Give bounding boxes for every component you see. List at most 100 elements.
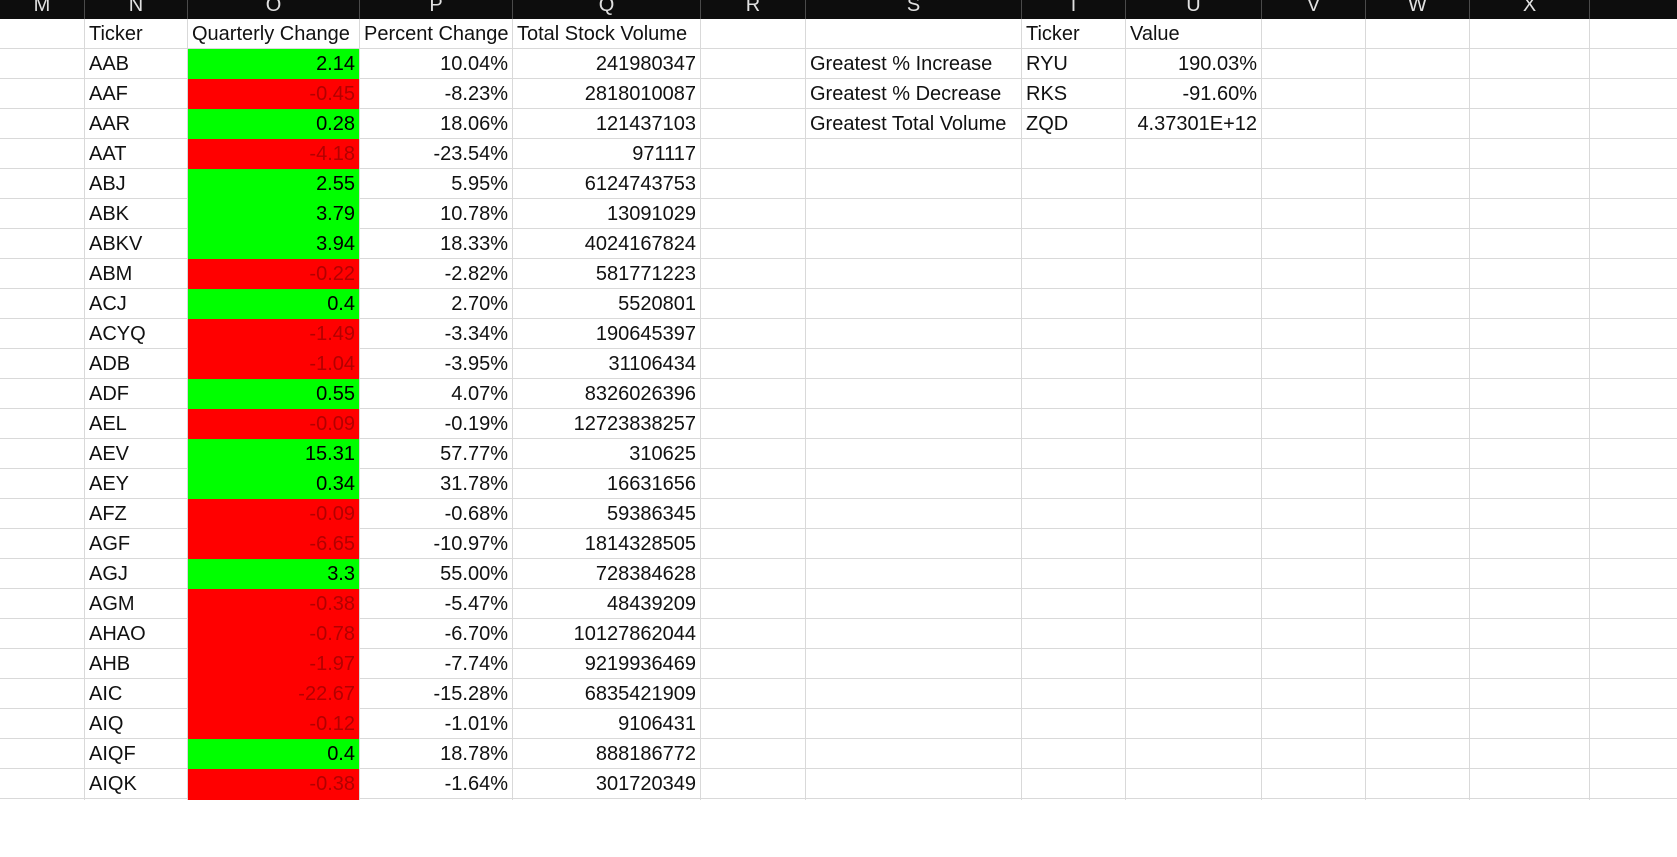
ticker-cell[interactable]: ABKV xyxy=(85,229,188,260)
empty-cell[interactable] xyxy=(0,319,85,350)
ticker-cell[interactable]: ACJ xyxy=(85,289,188,320)
empty-cell[interactable] xyxy=(1126,379,1262,410)
empty-cell[interactable] xyxy=(1366,49,1470,80)
empty-cell[interactable] xyxy=(806,499,1022,530)
ticker-cell[interactable]: ABM xyxy=(85,259,188,290)
ticker-cell[interactable]: AHAO xyxy=(85,619,188,650)
empty-cell[interactable] xyxy=(1366,379,1470,410)
column-title[interactable]: Percent Change xyxy=(360,19,513,50)
empty-cell[interactable] xyxy=(701,139,806,170)
empty-cell[interactable] xyxy=(1366,499,1470,530)
empty-cell[interactable] xyxy=(1262,589,1366,620)
empty-cell[interactable] xyxy=(1126,559,1262,590)
summary-ticker-header[interactable]: Ticker xyxy=(1022,19,1126,50)
empty-cell[interactable] xyxy=(1022,559,1126,590)
empty-cell[interactable] xyxy=(1470,409,1590,440)
summary-ticker-cell[interactable]: ZQD xyxy=(1022,109,1126,140)
empty-cell[interactable] xyxy=(0,559,85,590)
empty-cell[interactable] xyxy=(1470,139,1590,170)
percent-change-cell[interactable]: 2.70% xyxy=(360,289,513,320)
empty-cell[interactable] xyxy=(1262,259,1366,290)
summary-label-cell[interactable]: Greatest % Increase xyxy=(806,49,1022,80)
quarterly-change-cell[interactable]: 15.31 xyxy=(188,439,360,470)
quarterly-change-cell[interactable]: -0.78 xyxy=(188,619,360,650)
percent-change-cell[interactable]: 18.78% xyxy=(360,739,513,770)
empty-cell[interactable] xyxy=(806,349,1022,380)
ticker-cell[interactable]: ACYQ xyxy=(85,319,188,350)
empty-cell[interactable] xyxy=(1366,79,1470,110)
ticker-cell[interactable]: AAF xyxy=(85,79,188,110)
empty-cell[interactable] xyxy=(1470,739,1590,770)
empty-cell[interactable] xyxy=(1470,259,1590,290)
ticker-cell[interactable]: AIC xyxy=(85,679,188,710)
empty-cell[interactable] xyxy=(806,319,1022,350)
empty-cell[interactable] xyxy=(701,199,806,230)
ticker-cell[interactable]: AEV xyxy=(85,439,188,470)
empty-cell[interactable] xyxy=(701,409,806,440)
total-volume-cell[interactable]: 16631656 xyxy=(513,469,701,500)
empty-cell[interactable] xyxy=(1470,379,1590,410)
summary-value-cell[interactable]: 4.37301E+12 xyxy=(1126,109,1262,140)
empty-cell[interactable] xyxy=(806,679,1022,710)
total-volume-cell[interactable]: 48439209 xyxy=(513,589,701,620)
quarterly-change-cell[interactable]: 0.55 xyxy=(188,379,360,410)
empty-cell[interactable] xyxy=(1262,229,1366,260)
empty-cell[interactable] xyxy=(701,709,806,740)
empty-cell[interactable] xyxy=(0,49,85,80)
total-volume-cell[interactable]: 581771223 xyxy=(513,259,701,290)
empty-cell[interactable] xyxy=(1366,409,1470,440)
empty-cell[interactable] xyxy=(806,619,1022,650)
empty-cell[interactable] xyxy=(806,529,1022,560)
empty-cell[interactable] xyxy=(0,259,85,290)
empty-cell[interactable] xyxy=(1470,109,1590,140)
ticker-cell[interactable]: AIQK xyxy=(85,769,188,800)
empty-cell[interactable] xyxy=(1366,679,1470,710)
empty-cell[interactable] xyxy=(0,679,85,710)
empty-cell[interactable] xyxy=(0,709,85,740)
empty-cell[interactable] xyxy=(1366,19,1470,50)
column-header-q[interactable]: Q xyxy=(513,0,701,19)
ticker-cell[interactable]: AFZ xyxy=(85,499,188,530)
quarterly-change-cell[interactable]: -0.09 xyxy=(188,409,360,440)
empty-cell[interactable] xyxy=(1470,19,1590,50)
empty-cell[interactable] xyxy=(0,469,85,500)
total-volume-cell[interactable]: 59386345 xyxy=(513,499,701,530)
empty-cell[interactable] xyxy=(806,259,1022,290)
empty-cell[interactable] xyxy=(1262,769,1366,800)
quarterly-change-cell[interactable]: 2.55 xyxy=(188,169,360,200)
empty-cell[interactable] xyxy=(701,169,806,200)
summary-label-cell[interactable]: Greatest % Decrease xyxy=(806,79,1022,110)
empty-cell[interactable] xyxy=(1366,169,1470,200)
empty-cell[interactable] xyxy=(1126,199,1262,230)
percent-change-cell[interactable]: 57.77% xyxy=(360,439,513,470)
empty-cell[interactable] xyxy=(1126,589,1262,620)
empty-cell[interactable] xyxy=(1470,229,1590,260)
column-header-x[interactable]: X xyxy=(1470,0,1590,19)
empty-cell[interactable] xyxy=(1470,589,1590,620)
empty-cell[interactable] xyxy=(0,499,85,530)
empty-cell[interactable] xyxy=(701,649,806,680)
empty-cell[interactable] xyxy=(1366,229,1470,260)
empty-cell[interactable] xyxy=(1366,589,1470,620)
empty-cell[interactable] xyxy=(1366,559,1470,590)
empty-cell[interactable] xyxy=(1366,619,1470,650)
empty-cell[interactable] xyxy=(701,19,806,50)
empty-cell[interactable] xyxy=(806,169,1022,200)
empty-cell[interactable] xyxy=(1262,649,1366,680)
empty-cell[interactable] xyxy=(1366,319,1470,350)
empty-cell[interactable] xyxy=(1126,409,1262,440)
empty-cell[interactable] xyxy=(701,259,806,290)
summary-value-header[interactable]: Value xyxy=(1126,19,1262,50)
percent-change-cell[interactable]: -1.01% xyxy=(360,709,513,740)
empty-cell[interactable] xyxy=(1470,319,1590,350)
empty-cell[interactable] xyxy=(1262,379,1366,410)
total-volume-cell[interactable]: 728384628 xyxy=(513,559,701,590)
column-title[interactable]: Quarterly Change xyxy=(188,19,360,50)
summary-label-cell[interactable]: Greatest Total Volume xyxy=(806,109,1022,140)
empty-cell[interactable] xyxy=(1022,589,1126,620)
quarterly-change-cell[interactable]: -22.67 xyxy=(188,679,360,710)
ticker-cell[interactable]: AGJ xyxy=(85,559,188,590)
empty-cell[interactable] xyxy=(806,739,1022,770)
empty-cell[interactable] xyxy=(0,169,85,200)
empty-cell[interactable] xyxy=(701,619,806,650)
